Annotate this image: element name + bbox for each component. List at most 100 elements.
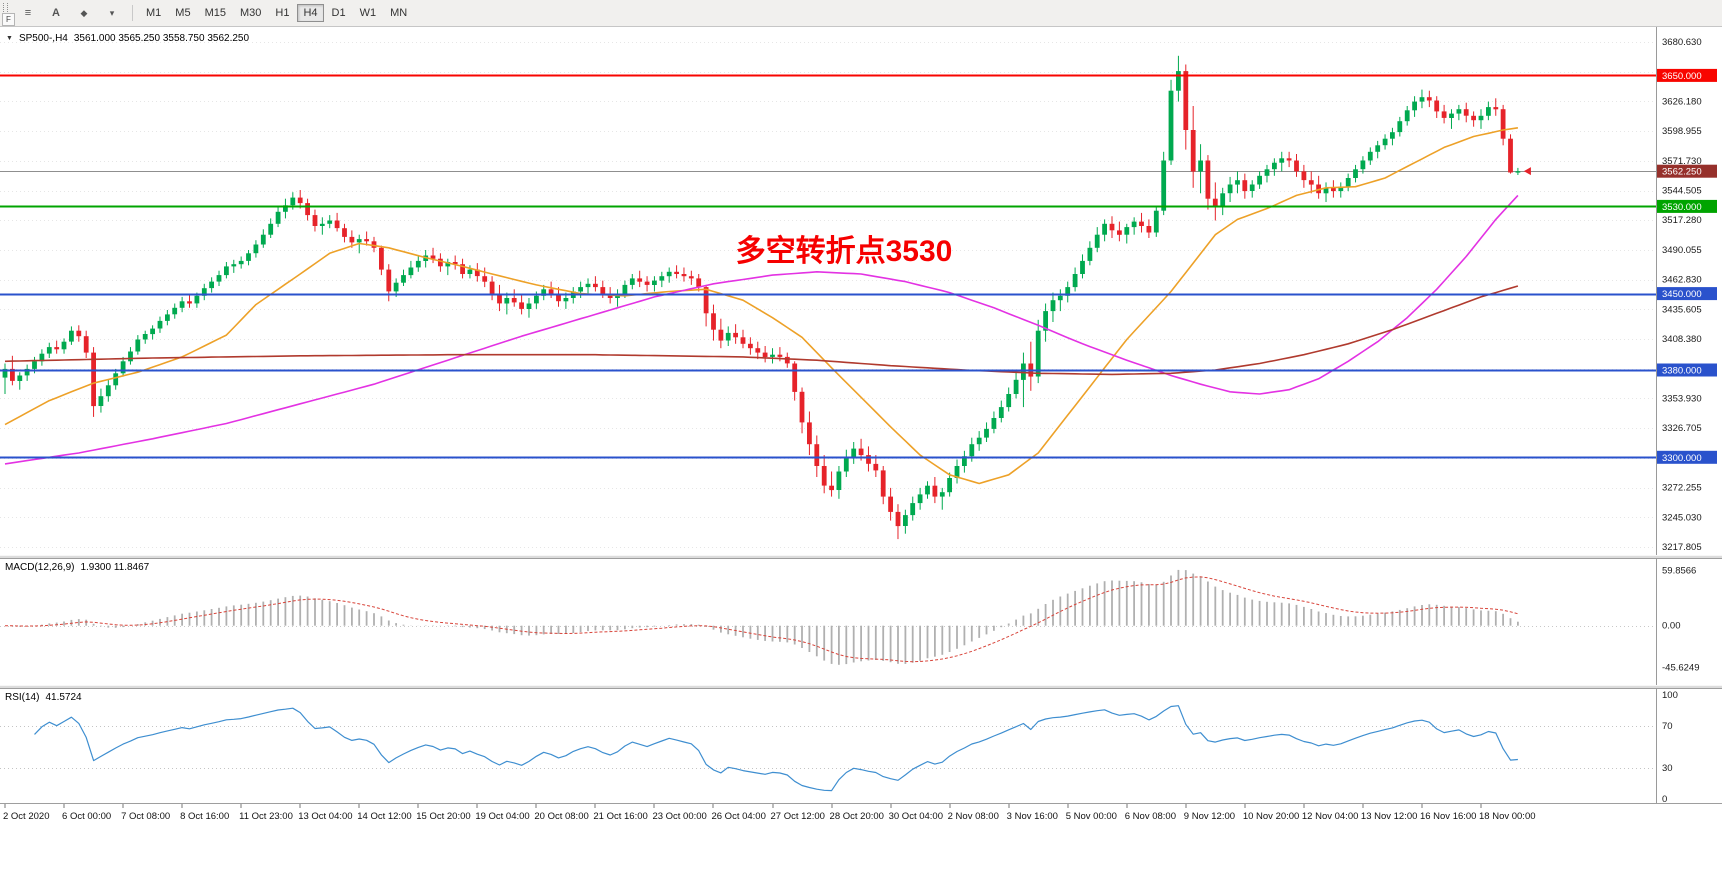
time-label: 16 Nov 16:00 xyxy=(1420,811,1477,822)
ma-mid-magenta xyxy=(4,194,1519,465)
horizontal-levels-layer xyxy=(0,74,1656,459)
time-label: 26 Oct 04:00 xyxy=(711,811,765,822)
time-label: 30 Oct 04:00 xyxy=(889,811,943,822)
timeframe-bar: M1 M5 M15 M30 H1 H4 D1 W1 MN xyxy=(139,4,414,22)
price-tick-label: 3626.180 xyxy=(1662,96,1702,107)
top-toolbar: F ≡ A ◆ ▾ M1 M5 M15 M30 H1 H4 D1 W1 MN xyxy=(0,0,1722,27)
objects-dropdown-caret-icon[interactable]: ▾ xyxy=(109,7,115,18)
time-label: 2 Oct 2020 xyxy=(3,811,49,822)
last-price-arrow-icon xyxy=(1523,167,1531,176)
time-label: 8 Oct 16:00 xyxy=(180,811,229,822)
timeframe-button-m15[interactable]: M15 xyxy=(204,7,226,19)
price-tick-label: 3544.505 xyxy=(1662,186,1702,197)
time-label: 6 Nov 08:00 xyxy=(1125,811,1176,822)
price-tick-label: 3408.380 xyxy=(1662,334,1702,345)
time-label: 19 Oct 04:00 xyxy=(475,811,529,822)
time-label: 18 Nov 00:00 xyxy=(1479,811,1536,822)
time-axis[interactable]: 2 Oct 2020 6 Oct 00:00 7 Oct 08:00 8 Oct 16… xyxy=(0,803,1722,826)
main-chart-canvas[interactable]: 多空转折点3530 3680.630 3626.180 3598.955 3571.73… xyxy=(0,27,1722,555)
candles-layer xyxy=(2,55,1521,540)
price-tick-label: 3598.955 xyxy=(1662,126,1702,137)
price-tick-label: 3272.255 xyxy=(1662,483,1702,494)
bid-price-badge xyxy=(1657,164,1717,178)
rsi-panel: 100 70 30 0 RSI(14) 41.5724 xyxy=(0,689,1722,803)
level-badge-label: 3650.000 xyxy=(1662,71,1702,82)
time-label: 27 Oct 12:00 xyxy=(771,811,825,822)
panel-splitter-macd[interactable] xyxy=(0,555,1722,559)
panel-splitter-rsi[interactable] xyxy=(0,685,1722,689)
price-tick-label: 3353.930 xyxy=(1662,393,1702,404)
macd-scale-label: -45.6249 xyxy=(1662,663,1700,674)
level-badge xyxy=(1657,68,1717,82)
level-badge-label: 3450.000 xyxy=(1662,289,1702,300)
timeframe-button-m30[interactable]: M30 xyxy=(239,7,262,19)
chart-list-icon[interactable]: ≡ xyxy=(24,7,32,19)
price-tick-label: 3680.630 xyxy=(1662,37,1702,48)
toolbar-overflow-badge[interactable]: F xyxy=(2,13,15,26)
empty-area xyxy=(0,826,1722,896)
price-tick-label: 3217.805 xyxy=(1662,542,1702,553)
level-badge xyxy=(1657,363,1717,377)
timeframe-button-m5[interactable]: M5 xyxy=(175,7,191,19)
timeframe-button-m1[interactable]: M1 xyxy=(146,7,162,19)
level-badge xyxy=(1657,287,1717,301)
macd-histogram xyxy=(11,569,1519,665)
time-label: 15 Oct 20:00 xyxy=(416,811,470,822)
price-tick-label: 3435.605 xyxy=(1662,304,1702,315)
timeframe-button-d1[interactable]: D1 xyxy=(331,7,346,19)
toolbar-separator xyxy=(132,5,133,21)
time-label: 11 Oct 23:00 xyxy=(239,811,293,822)
time-label: 13 Oct 04:00 xyxy=(298,811,352,822)
toolbar-grip[interactable] xyxy=(3,3,8,12)
annotation-layer: 多空转折点3530 xyxy=(736,235,953,268)
time-label: 14 Oct 12:00 xyxy=(357,811,411,822)
tool-buttons: ≡ A ◆ ▾ xyxy=(14,2,126,24)
time-label: 20 Oct 08:00 xyxy=(534,811,588,822)
macd-scale-label: 0.00 xyxy=(1662,621,1681,632)
timeframe-button-w1[interactable]: W1 xyxy=(359,7,377,19)
time-label: 3 Nov 16:00 xyxy=(1007,811,1058,822)
ma-fast-orange xyxy=(4,127,1519,485)
price-tick-label: 3571.730 xyxy=(1662,156,1702,167)
objects-tool-icon[interactable]: ◆ xyxy=(80,7,88,18)
price-tick-label: 3462.830 xyxy=(1662,275,1702,286)
time-label: 7 Oct 08:00 xyxy=(121,811,170,822)
time-label: 21 Oct 16:00 xyxy=(593,811,647,822)
level-badge xyxy=(1657,450,1717,464)
timeframe-button-h1[interactable]: H1 xyxy=(275,7,290,19)
moving-averages-layer xyxy=(4,127,1519,485)
grid-layer xyxy=(0,42,1656,548)
timeframe-button-h4[interactable]: H4 xyxy=(297,4,324,22)
macd-canvas[interactable]: 59.8566 0.00 -45.6249 xyxy=(0,559,1722,685)
time-label: 6 Oct 00:00 xyxy=(62,811,111,822)
time-label: 9 Nov 12:00 xyxy=(1184,811,1235,822)
price-axis: 3680.630 3626.180 3598.955 3571.730 3544.505… xyxy=(1656,27,1717,555)
annotation-text[interactable]: 多空转折点3530 xyxy=(736,235,953,268)
rsi-scale-label: 0 xyxy=(1662,794,1667,803)
time-axis-canvas[interactable]: 2 Oct 2020 6 Oct 00:00 7 Oct 08:00 8 Oct 16… xyxy=(0,804,1722,826)
price-tick-label: 3245.030 xyxy=(1662,512,1702,523)
time-label: 13 Nov 12:00 xyxy=(1361,811,1418,822)
macd-scale-label: 59.8566 xyxy=(1662,566,1696,577)
time-label: 23 Oct 00:00 xyxy=(652,811,706,822)
time-label: 28 Oct 20:00 xyxy=(830,811,884,822)
level-badge xyxy=(1657,199,1717,213)
price-tick-label: 3490.055 xyxy=(1662,245,1702,256)
time-label: 10 Nov 20:00 xyxy=(1243,811,1300,822)
bid-price-badge-label: 3562.250 xyxy=(1662,167,1702,178)
macd-signal-line xyxy=(4,576,1519,663)
main-chart-panel: 多空转折点3530 3680.630 3626.180 3598.955 3571.73… xyxy=(0,27,1722,555)
macd-panel: 59.8566 0.00 -45.6249 MACD(12,26,9) 1.9300… xyxy=(0,559,1722,685)
price-tick-label: 3326.705 xyxy=(1662,423,1702,434)
rsi-canvas[interactable]: 100 70 30 0 xyxy=(0,689,1722,803)
rsi-scale-label: 100 xyxy=(1662,690,1678,701)
level-badge-label: 3300.000 xyxy=(1662,453,1702,464)
timeframe-button-mn[interactable]: MN xyxy=(390,7,408,19)
text-tool-icon[interactable]: A xyxy=(52,7,60,19)
rsi-line xyxy=(34,705,1518,792)
rsi-scale-label: 70 xyxy=(1662,721,1673,732)
time-label: 2 Nov 08:00 xyxy=(948,811,999,822)
ma-slow-darkred xyxy=(4,285,1519,376)
time-label: 5 Nov 00:00 xyxy=(1066,811,1117,822)
